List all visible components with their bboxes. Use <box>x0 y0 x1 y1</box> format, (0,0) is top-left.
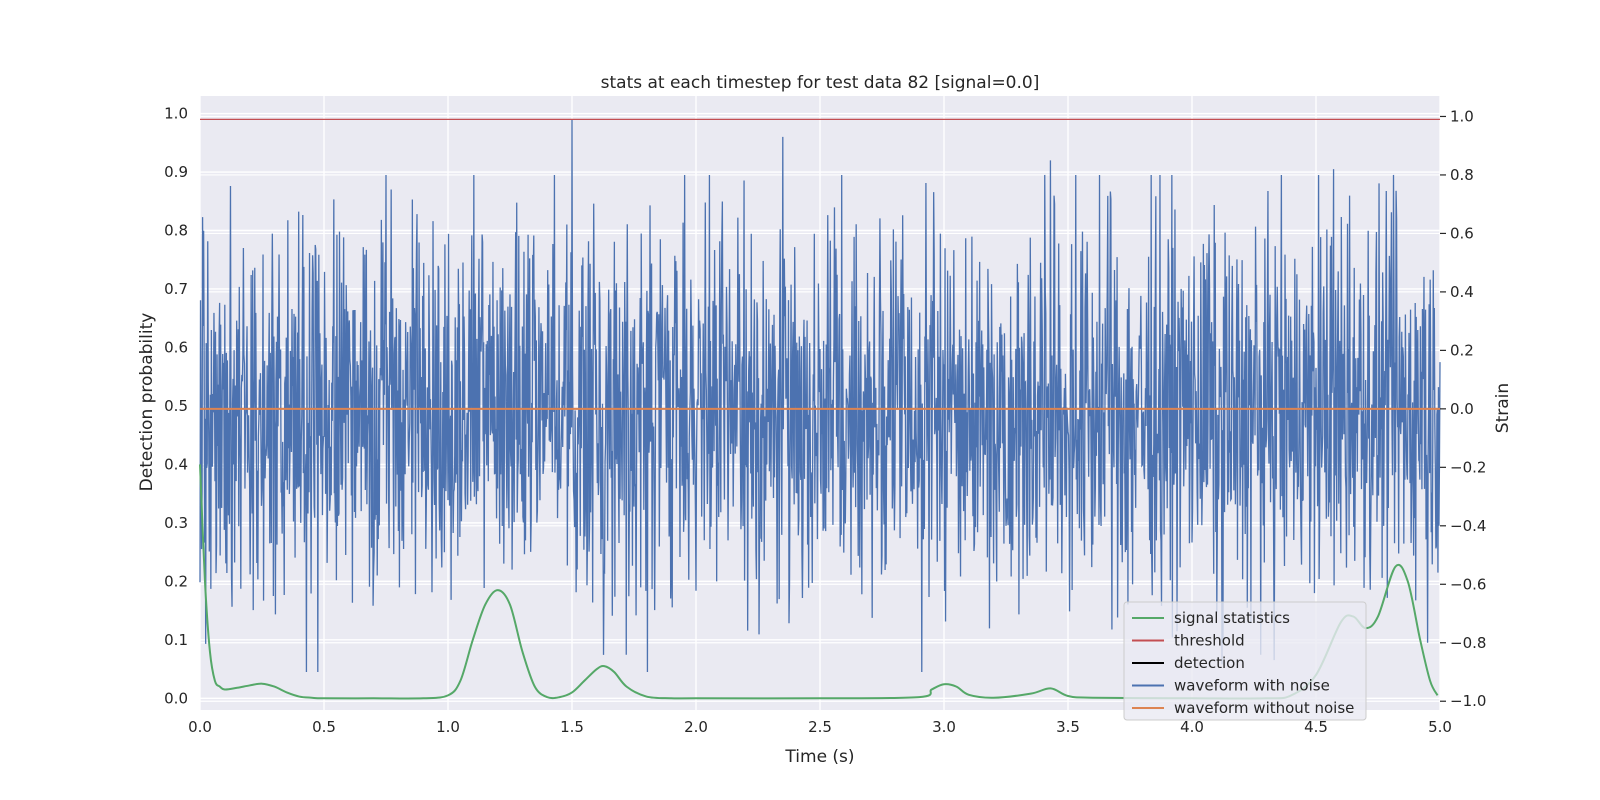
y-right-tick-label: 0.4 <box>1450 283 1474 301</box>
legend-label: waveform with noise <box>1174 677 1330 695</box>
waveform-with-noise-line <box>199 119 1441 672</box>
y-tick-label: 0.8 <box>164 221 188 239</box>
x-tick-label: 1.5 <box>560 718 584 736</box>
x-tick-label: 1.0 <box>436 718 460 736</box>
y-right-axis-label: Strain <box>1493 383 1513 433</box>
x-tick-label: 0.0 <box>188 718 212 736</box>
y-tick-label: 1.0 <box>164 105 188 123</box>
y-tick-label: 0.5 <box>164 397 188 415</box>
y-tick-label: 0.6 <box>164 338 188 356</box>
y-tick-label: 0.7 <box>164 280 188 298</box>
legend-label: detection <box>1174 654 1245 672</box>
x-tick-label: 0.5 <box>312 718 336 736</box>
y-right-tick-label: 0.8 <box>1450 166 1474 184</box>
x-tick-label: 3.5 <box>1056 718 1080 736</box>
legend-label: signal statistics <box>1174 609 1290 627</box>
y-right-tick-label: −1.0 <box>1450 692 1486 710</box>
y-right-tick-label: 0.0 <box>1450 400 1474 418</box>
x-tick-label: 3.0 <box>932 718 956 736</box>
y-tick-label: 0.3 <box>164 514 188 532</box>
y-axis-label: Detection probability <box>137 313 157 492</box>
y-right-tick-label: −0.6 <box>1450 575 1486 593</box>
y-tick-label: 0.4 <box>164 455 188 473</box>
y-tick-label: 0.2 <box>164 572 188 590</box>
y-right-tick-label: 0.2 <box>1450 341 1474 359</box>
chart-title: stats at each timestep for test data 82 … <box>601 73 1040 93</box>
y-tick-label: 0.0 <box>164 689 188 707</box>
x-tick-label: 4.5 <box>1304 718 1328 736</box>
y-right-tick-label: −0.2 <box>1450 458 1486 476</box>
x-tick-label: 5.0 <box>1428 718 1452 736</box>
y-right-tick-label: 1.0 <box>1450 107 1474 125</box>
x-tick-label: 2.5 <box>808 718 832 736</box>
legend-box <box>1123 601 1367 721</box>
legend: signal statistics threshold detection wavef… <box>1123 601 1367 721</box>
axes-ticks: 0.0 0.5 1.0 1.5 2.0 2.5 3.0 3.5 4.0 4.5 5.0 0.0 0.1 0… <box>164 105 1486 736</box>
x-tick-label: 4.0 <box>1180 718 1204 736</box>
legend-label: waveform without noise <box>1174 699 1354 717</box>
y-right-tick-label: −0.8 <box>1450 634 1486 652</box>
waveform-with-noise-series <box>199 119 1441 672</box>
legend-label: threshold <box>1174 632 1245 650</box>
y-right-tick-label: 0.6 <box>1450 224 1474 242</box>
x-axis-label: Time (s) <box>784 747 854 767</box>
y-tick-label: 0.1 <box>164 631 188 649</box>
y-tick-label: 0.9 <box>164 163 188 181</box>
y-right-tick-label: −0.4 <box>1450 517 1486 535</box>
x-tick-label: 2.0 <box>684 718 708 736</box>
